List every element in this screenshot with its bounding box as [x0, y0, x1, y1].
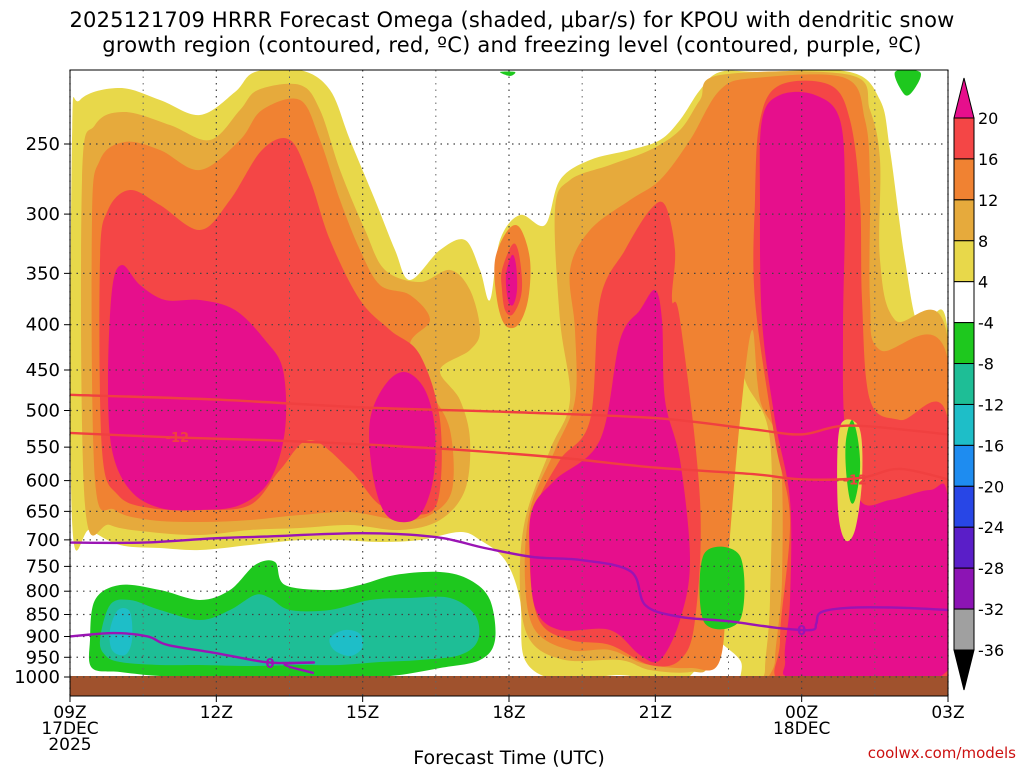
colorbar-box: [953, 485, 975, 528]
colorbar-bottom-arrow: [953, 649, 975, 691]
freezing-label-right: 0: [797, 624, 806, 639]
dendritic-label-left: -12: [166, 431, 190, 446]
credit-text: coolwx.com/models: [867, 744, 1016, 762]
x-tick-label: 18Z: [492, 703, 525, 723]
colorbar-box: [953, 117, 975, 160]
colorbar-box: [953, 240, 975, 283]
omega-region-14: [759, 91, 948, 687]
x-tick-label: 18DEC: [773, 719, 830, 739]
omega-region-22: [109, 607, 133, 656]
y-tick-label: 1000: [14, 667, 60, 688]
colorbar-label: 12: [978, 191, 998, 210]
y-tick-label: 400: [26, 315, 60, 336]
y-tick-label: 750: [26, 556, 60, 577]
freezing-label-left: 0: [265, 657, 274, 672]
colorbar-label: -4: [978, 314, 994, 333]
omega-region-18: [894, 70, 921, 96]
colorbar-box: [953, 444, 975, 487]
y-tick-label: 250: [26, 134, 60, 155]
y-tick-label: 550: [26, 437, 60, 458]
omega-region-17: [845, 420, 861, 504]
y-tick-label: 700: [26, 530, 60, 551]
colorbar-box: [953, 322, 975, 365]
colorbar-box: [953, 199, 975, 242]
y-tick-label: 500: [26, 401, 60, 422]
y-tick-label: 850: [26, 605, 60, 626]
colorbar-box: [953, 158, 975, 201]
omega-region-4: [108, 264, 287, 511]
colorbar-box: [953, 567, 975, 610]
x-tick-label: 17DEC: [41, 719, 98, 739]
x-tick-label: 12Z: [200, 703, 233, 723]
colorbar-box: [953, 281, 975, 324]
y-tick-label: 800: [26, 581, 60, 602]
x-tick-label: 15Z: [346, 703, 379, 723]
x-tick-label: 2025: [48, 735, 91, 755]
y-tick-label: 650: [26, 501, 60, 522]
colorbar-top-arrow: [953, 77, 975, 119]
x-tick-label: 21Z: [639, 703, 672, 723]
colorbar-label: 4: [978, 273, 988, 292]
dendritic-contour-upper: [70, 393, 948, 436]
colorbar-label: 16: [978, 150, 998, 169]
colorbar-label: -16: [978, 436, 1004, 455]
freezing-level-contour-lower: [70, 631, 316, 675]
x-tick-label: 09Z: [53, 703, 86, 723]
colorbar-label: -36: [978, 641, 1004, 660]
colorbar-label: -12: [978, 395, 1004, 414]
colorbar-box: [953, 403, 975, 446]
colorbar-label: -8: [978, 355, 994, 374]
dendritic-contour-lower: [70, 431, 948, 481]
x-tick-label: 00Z: [785, 703, 818, 723]
surface-ground: [70, 676, 948, 696]
y-tick-label: 600: [26, 471, 60, 492]
x-tick-label: 03Z: [931, 703, 964, 723]
colorbar-label: -28: [978, 559, 1004, 578]
x-axis-label: Forecast Time (UTC): [413, 747, 604, 768]
y-tick-label: 900: [26, 626, 60, 647]
omega-region-8: [505, 254, 518, 306]
colorbar-label: 20: [978, 109, 998, 128]
colorbar-label: 8: [978, 232, 988, 251]
y-tick-label: 450: [26, 360, 60, 381]
colorbar-label: -20: [978, 477, 1004, 496]
colorbar-box: [953, 608, 975, 651]
colorbar-label: -24: [978, 518, 1004, 537]
y-tick-label: 950: [26, 647, 60, 668]
y-tick-label: 350: [26, 263, 60, 284]
colorbar-box: [953, 526, 975, 569]
y-tick-label: 300: [26, 204, 60, 225]
omega-region-19: [499, 71, 516, 76]
chart-title: 2025121709 HRRR Forecast Omega (shaded, …: [69, 8, 955, 57]
colorbar-box: [953, 363, 975, 405]
freezing-level-contour-main: [70, 531, 948, 632]
omega-region-16: [699, 546, 745, 630]
omega-region-13: [529, 289, 690, 663]
colorbar-label: -32: [978, 600, 1004, 619]
dendritic-label-right: -12: [844, 473, 868, 488]
